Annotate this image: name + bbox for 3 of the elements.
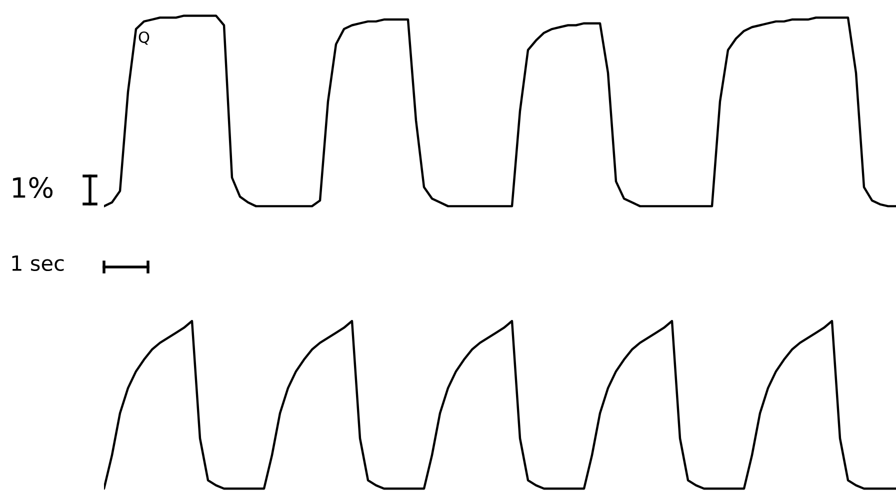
- text: 1 sec: [12, 256, 64, 272]
- text: 1%: [13, 177, 53, 198]
- annotation: Q: [138, 31, 150, 45]
